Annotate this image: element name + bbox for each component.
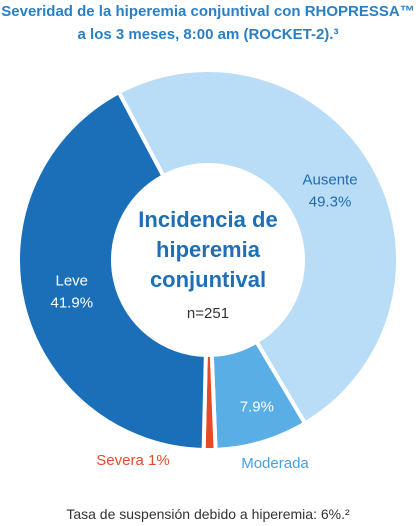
donut-segment xyxy=(116,68,400,427)
category-label: Severa xyxy=(96,452,144,469)
category-label: Ausente xyxy=(303,171,358,188)
category-label: Leve xyxy=(56,272,89,289)
category-label: Moderada xyxy=(241,455,309,472)
value-label: 49.3% xyxy=(309,193,352,210)
center-subtitle: n=251 xyxy=(186,305,230,322)
segment-label: Severa 1% xyxy=(96,452,169,469)
value-label: 41.9% xyxy=(51,294,94,311)
center-title: Incidencia de hiperemia conjuntival xyxy=(138,207,278,292)
footnote: Tasa de suspensión debido a hiperemia: 6… xyxy=(66,506,350,522)
donut-segment xyxy=(16,89,208,452)
value-label: 1% xyxy=(148,452,170,469)
chart-title: Severidad de la hiperemia conjuntival co… xyxy=(1,3,415,43)
value-label: 7.9% xyxy=(240,398,274,415)
